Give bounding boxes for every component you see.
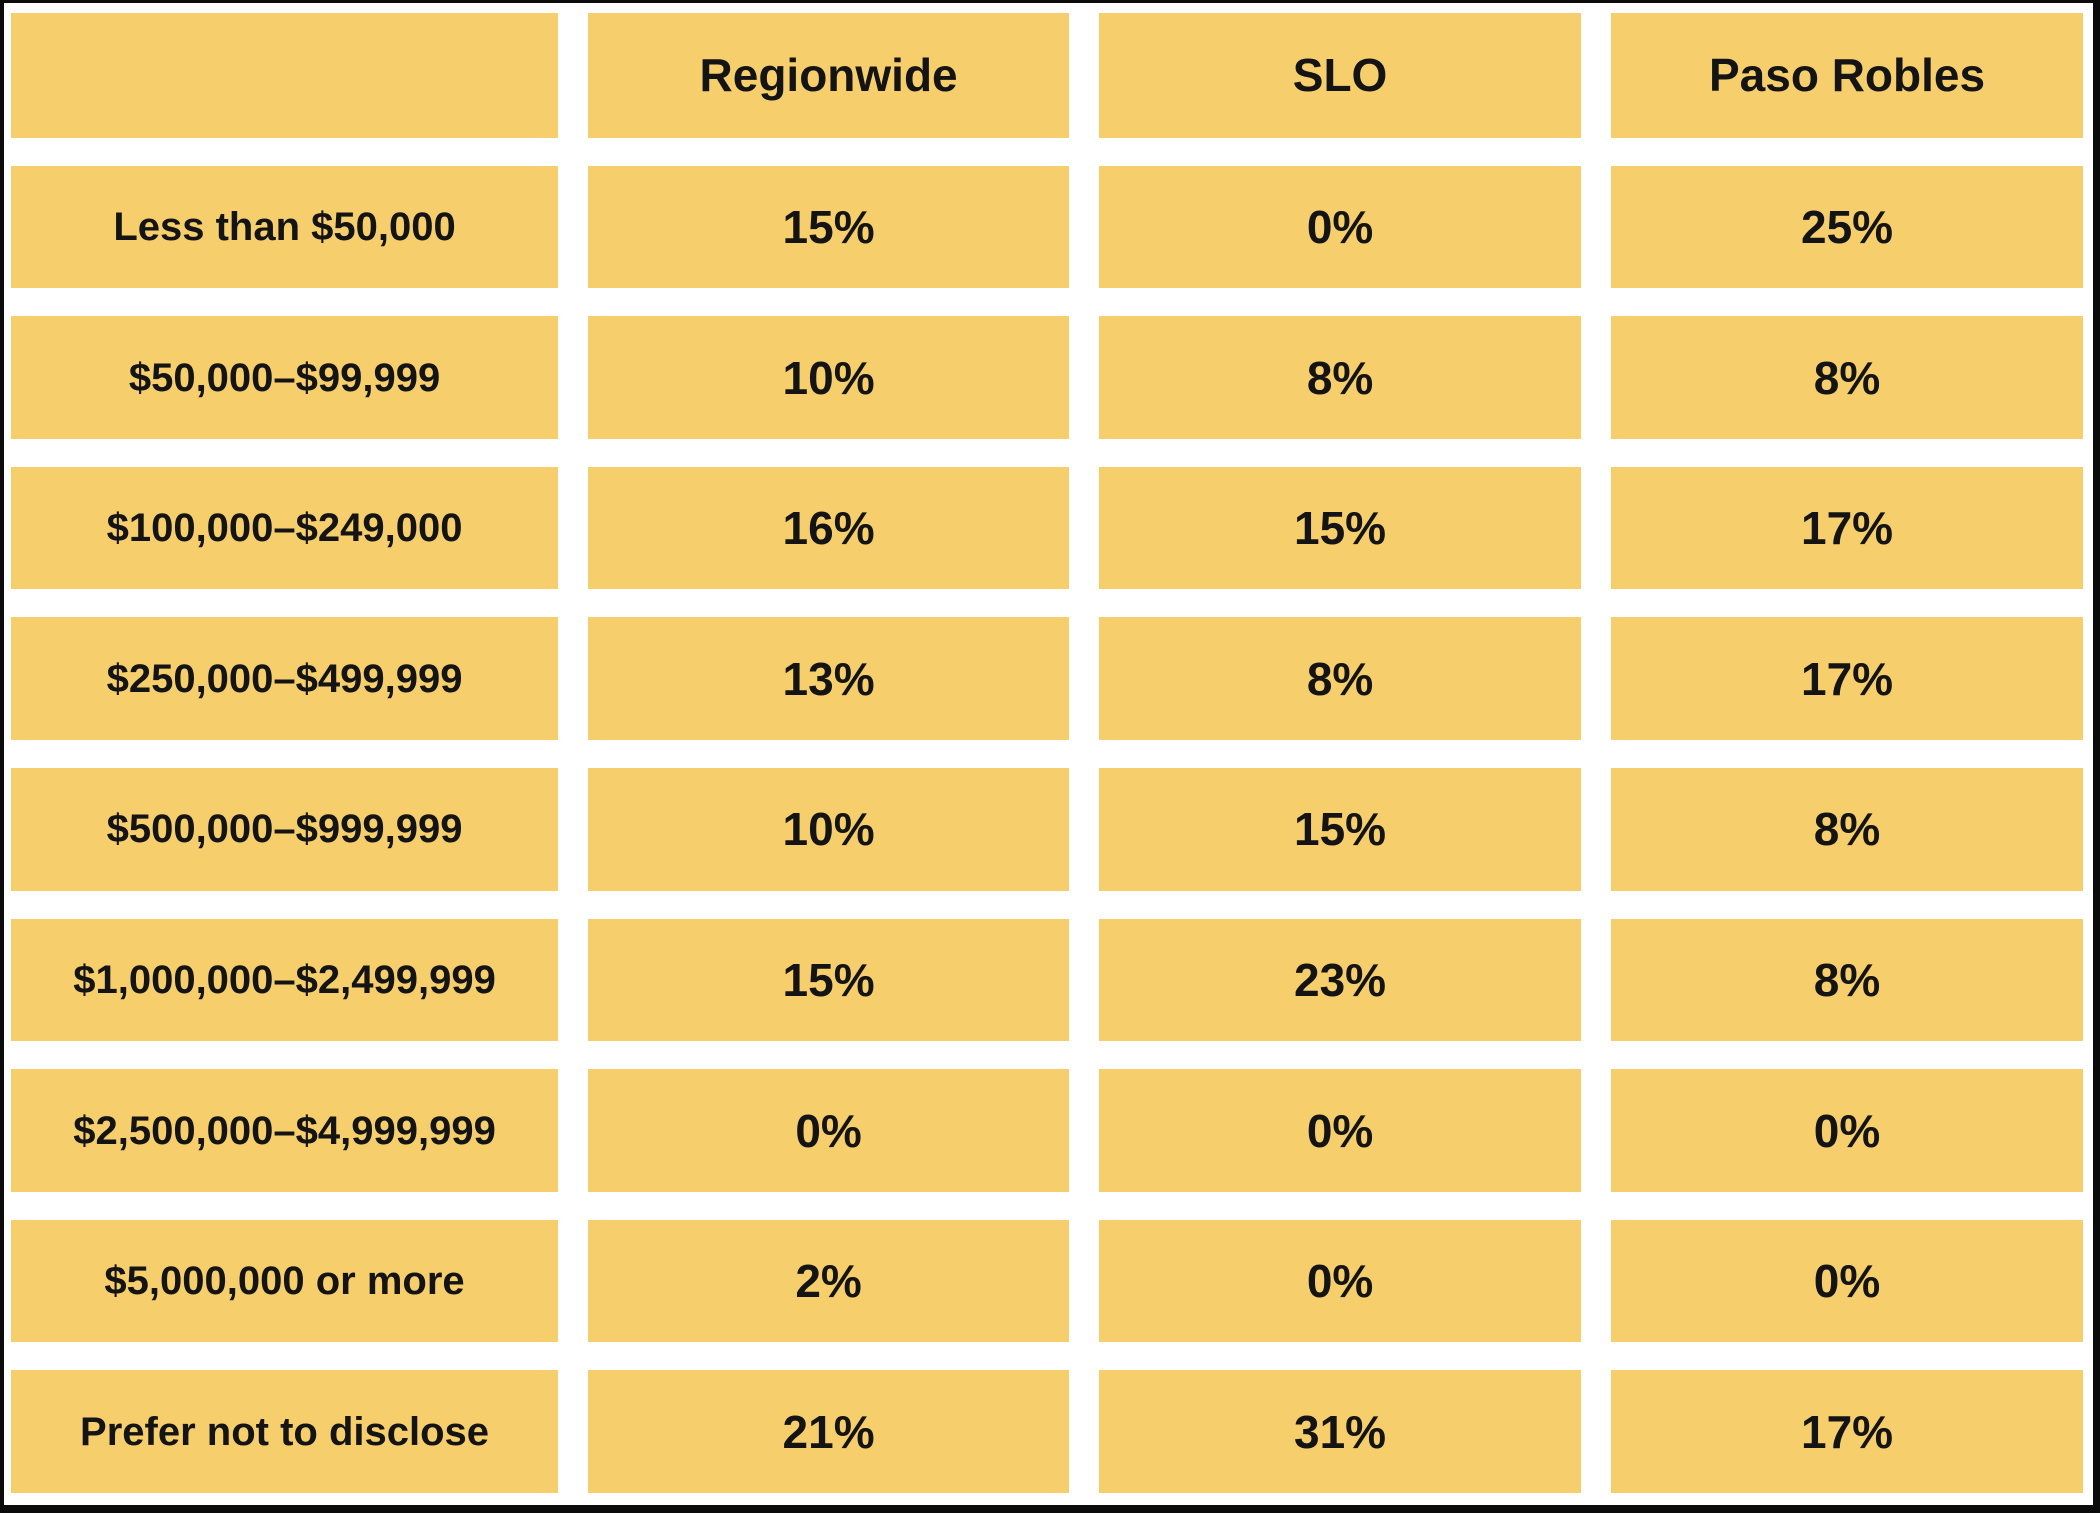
row-label: $250,000–$499,999 <box>11 617 559 740</box>
row-label: $5,000,000 or more <box>11 1219 559 1343</box>
value-cell: 21% <box>588 1370 1070 1493</box>
value-cell: 16% <box>588 466 1070 590</box>
value-cell: 17% <box>1611 466 2083 590</box>
value-cell: 15% <box>1099 466 1582 590</box>
value-cell: 15% <box>588 165 1070 289</box>
value-cell: 0% <box>1611 1219 2083 1343</box>
value-cell: 10% <box>588 768 1070 891</box>
value-cell: 13% <box>588 617 1070 740</box>
value-cell: 8% <box>1611 768 2083 891</box>
row-label: Prefer not to disclose <box>11 1370 559 1493</box>
value-cell: 8% <box>1611 918 2083 1042</box>
income-distribution-table: Regionwide SLO Paso Robles Less than $50,00… <box>11 13 2083 1493</box>
value-cell: 8% <box>1099 316 1582 439</box>
value-cell: 10% <box>588 316 1070 439</box>
value-cell: 15% <box>588 918 1070 1042</box>
value-cell: 17% <box>1611 1370 2083 1493</box>
value-cell: 0% <box>1099 1219 1582 1343</box>
value-cell: 8% <box>1099 617 1582 740</box>
value-cell: 0% <box>1611 1069 2083 1192</box>
row-label: $1,000,000–$2,499,999 <box>11 918 559 1042</box>
value-cell: 15% <box>1099 768 1582 891</box>
value-cell: 8% <box>1611 316 2083 439</box>
value-cell: 0% <box>1099 1069 1582 1192</box>
column-header-slo: SLO <box>1099 13 1582 138</box>
row-label: $2,500,000–$4,999,999 <box>11 1069 559 1192</box>
row-label: $500,000–$999,999 <box>11 768 559 891</box>
value-cell: 0% <box>588 1069 1070 1192</box>
value-cell: 2% <box>588 1219 1070 1343</box>
value-cell: 31% <box>1099 1370 1582 1493</box>
row-label: $50,000–$99,999 <box>11 316 559 439</box>
column-header-paso-robles: Paso Robles <box>1611 13 2083 138</box>
value-cell: 0% <box>1099 165 1582 289</box>
row-label: Less than $50,000 <box>11 165 559 289</box>
corner-cell <box>11 13 559 138</box>
row-label: $100,000–$249,000 <box>11 466 559 590</box>
column-header-regionwide: Regionwide <box>588 13 1070 138</box>
value-cell: 25% <box>1611 165 2083 289</box>
value-cell: 17% <box>1611 617 2083 740</box>
value-cell: 23% <box>1099 918 1582 1042</box>
